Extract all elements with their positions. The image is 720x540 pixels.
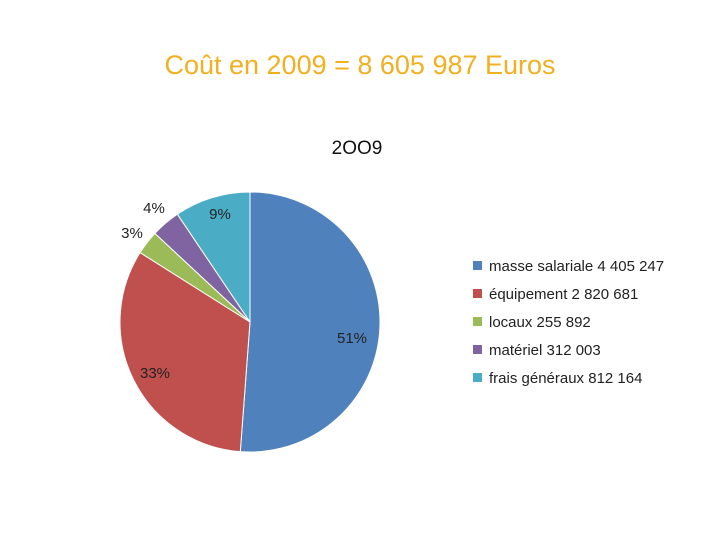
pie-labels: 51% 33% 3%4% 9% — [121, 200, 367, 382]
legend-label-3: locaux 255 892 — [489, 314, 591, 331]
legend: masse salariale 4 405 247 équipement 2 82… — [473, 258, 664, 387]
pie-slices — [119, 191, 381, 453]
legend-swatch-1 — [473, 261, 482, 270]
legend-label-1: masse salariale 4 405 247 — [489, 258, 664, 275]
slice-label-3: 3% — [121, 225, 143, 242]
pie-slice-1 — [239, 191, 381, 453]
slice-label-1: 51% — [337, 330, 367, 347]
legend-label-2: équipement 2 820 681 — [489, 286, 638, 303]
pie-slice-5 — [176, 191, 251, 324]
chart-title: 2OO9 — [332, 138, 383, 159]
slice-label-4: 4% — [143, 200, 165, 217]
pie-slice-2 — [119, 251, 251, 453]
slice-label-2: 33% — [140, 365, 170, 382]
legend-swatch-5 — [473, 373, 482, 382]
legend-label-4: matériel 312 003 — [489, 342, 601, 359]
slice-label-5: 9% — [209, 206, 231, 223]
legend-swatch-2 — [473, 289, 482, 298]
legend-swatch-4 — [473, 345, 482, 354]
legend-label-5: frais généraux 812 164 — [489, 370, 642, 387]
legend-swatch-3 — [473, 317, 482, 326]
slide-title: Coût en 2009 = 8 605 987 Euros — [164, 50, 556, 80]
